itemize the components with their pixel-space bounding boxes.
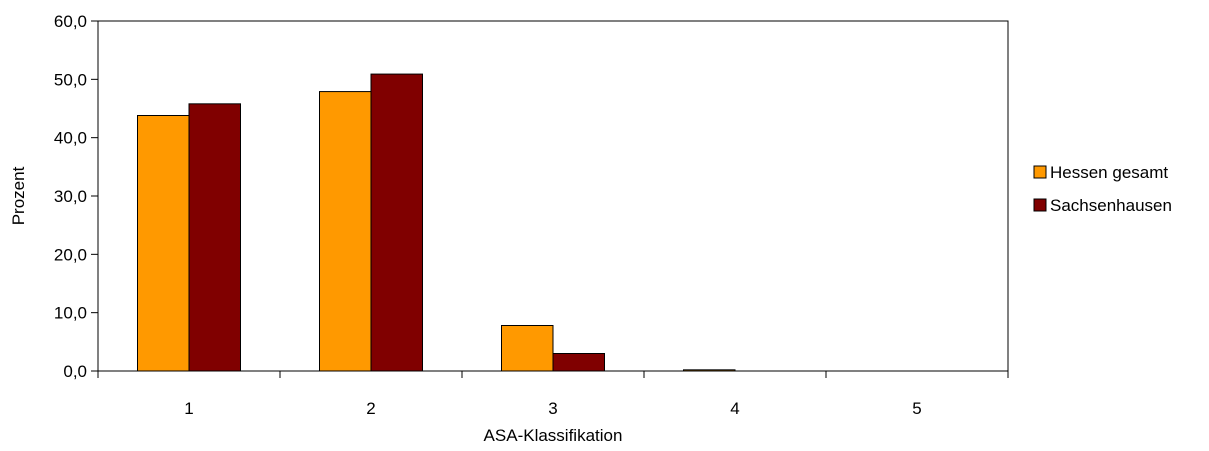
legend: Hessen gesamt Sachsenhausen <box>1033 163 1172 215</box>
y-axis: 0,0 10,0 20,0 30,0 40,0 50,0 60,0 <box>54 12 98 381</box>
bar <box>188 103 241 372</box>
y-tick-label: 0,0 <box>63 362 87 381</box>
legend-swatch <box>1033 198 1047 212</box>
legend-label: Sachsenhausen <box>1050 196 1172 215</box>
x-tick-label: 2 <box>366 399 375 418</box>
bar <box>137 115 190 372</box>
bar <box>683 369 736 372</box>
y-tick-label: 30,0 <box>54 187 87 206</box>
bar <box>370 73 423 372</box>
y-tick-label: 20,0 <box>54 245 87 264</box>
y-tick-label: 10,0 <box>54 304 87 323</box>
x-tick-label: 4 <box>730 399 739 418</box>
y-tick-label: 50,0 <box>54 70 87 89</box>
x-tick-label: 1 <box>184 399 193 418</box>
x-axis-title: ASA-Klassifikation <box>484 426 623 445</box>
legend-label: Hessen gesamt <box>1050 163 1168 182</box>
y-axis-title: Prozent <box>9 166 28 225</box>
x-axis: 1 2 3 4 5 <box>97 371 1009 418</box>
bar <box>319 91 372 372</box>
legend-swatch <box>1033 165 1047 179</box>
x-tick-label: 5 <box>912 399 921 418</box>
y-tick-label: 40,0 <box>54 129 87 148</box>
bar <box>501 325 554 372</box>
bar <box>552 353 605 372</box>
y-tick-label: 60,0 <box>54 12 87 31</box>
bars-group <box>137 73 736 372</box>
x-tick-label: 3 <box>548 399 557 418</box>
